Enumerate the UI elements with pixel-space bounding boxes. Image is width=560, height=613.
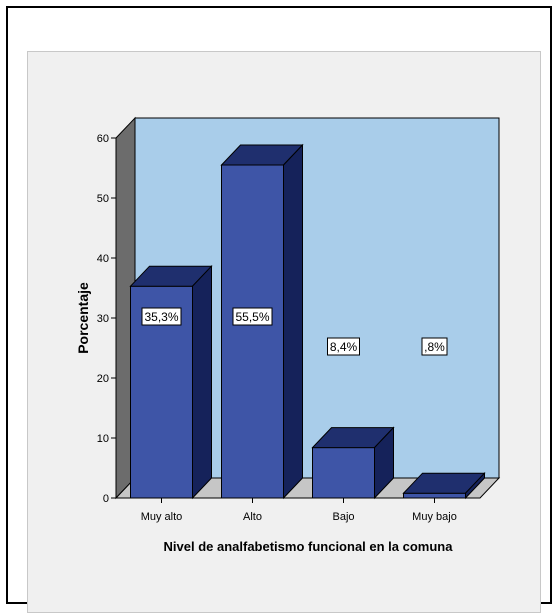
bar-side bbox=[283, 143, 303, 500]
bar-side bbox=[192, 264, 212, 500]
data-label-text: 55,5% bbox=[235, 310, 269, 324]
data-label-box bbox=[232, 307, 273, 326]
data-label-text: ,8% bbox=[424, 340, 445, 354]
y-tick-label: 0 bbox=[103, 493, 109, 505]
y-tick-label: 30 bbox=[97, 313, 109, 325]
x-tick-label: Muy bajo bbox=[412, 511, 457, 523]
data-label-text: 8,4% bbox=[330, 340, 358, 354]
bar-muy-alto bbox=[129, 264, 213, 500]
data-label: ,8% bbox=[421, 337, 448, 356]
bar-front bbox=[312, 447, 375, 499]
data-label: 8,4% bbox=[327, 337, 360, 356]
x-axis-title: Nivel de analfabetismo funcional en la c… bbox=[164, 539, 454, 554]
y-tick-label: 40 bbox=[97, 253, 109, 265]
bar-front bbox=[403, 492, 466, 499]
x-tick-label: Alto bbox=[243, 511, 262, 523]
bar-front bbox=[221, 164, 284, 499]
data-labels: 35,3% 55,5% 8,4% ,8% bbox=[141, 307, 448, 356]
data-label: 55,5% bbox=[232, 307, 273, 326]
y-axis: 0 10 20 30 40 50 60 bbox=[97, 133, 117, 505]
data-label-box bbox=[421, 337, 448, 356]
y-tick-label: 50 bbox=[97, 193, 109, 205]
bar-muy-bajo bbox=[402, 471, 486, 500]
bar-side bbox=[465, 471, 485, 500]
y-tick-label: 10 bbox=[97, 433, 109, 445]
y-axis-title: Porcentaje bbox=[75, 282, 91, 354]
x-tick-label: Bajo bbox=[332, 511, 354, 523]
y-tick-label: 60 bbox=[97, 133, 109, 145]
bars bbox=[129, 143, 486, 500]
data-label-text: 35,3% bbox=[144, 310, 178, 324]
data-label-box bbox=[141, 307, 182, 326]
y-tick-label: 20 bbox=[97, 373, 109, 385]
data-label-box bbox=[327, 337, 360, 356]
x-axis: Muy alto Alto Bajo Muy bajo bbox=[116, 497, 480, 523]
bar-bajo bbox=[311, 426, 395, 500]
x-tick-label: Muy alto bbox=[141, 511, 183, 523]
bar-alto bbox=[220, 143, 304, 500]
bar-side bbox=[374, 426, 394, 500]
data-label: 35,3% bbox=[141, 307, 182, 326]
